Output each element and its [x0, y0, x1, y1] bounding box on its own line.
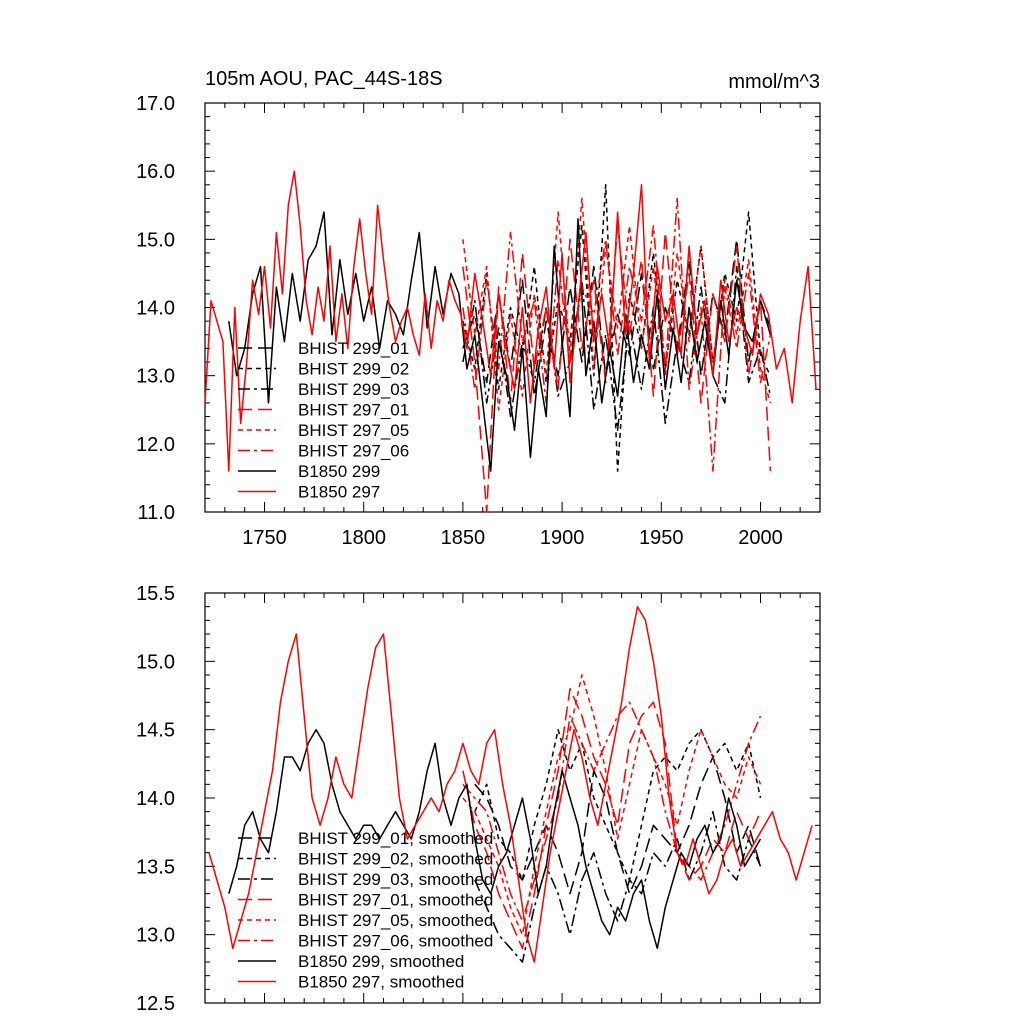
- y-tick-label: 14.5: [136, 720, 175, 742]
- series-line: [462, 224, 772, 513]
- y-tick-label: 12.0: [136, 434, 175, 456]
- y-tick-label: 14.0: [136, 298, 175, 320]
- series-line: [474, 810, 762, 963]
- series-line: [462, 197, 772, 472]
- series-line: [204, 170, 817, 472]
- y-tick-label: 14.0: [136, 788, 175, 810]
- x-tick-label: 1900: [540, 527, 585, 549]
- series-line: [462, 687, 762, 950]
- top-chart-series: [204, 170, 817, 513]
- top-chart-axes: 1750 1800 1850 1900 1950 2000 11.0 12.0 13.0 14.0…: [136, 93, 821, 549]
- series-line: [208, 605, 813, 963]
- y-tick-label: 17.0: [136, 93, 175, 115]
- y-tick-label: 11.0: [138, 502, 175, 524]
- legend-label: BHIST 299_02: [298, 360, 409, 379]
- legend-label: B1850 297, smoothed: [298, 973, 464, 992]
- legend-label: BHIST 299_02, smoothed: [298, 850, 493, 869]
- series-line: [462, 238, 772, 397]
- legend-label: B1850 299, smoothed: [298, 952, 464, 971]
- legend-label: BHIST 297_06: [298, 442, 409, 461]
- y-tick-label: 15.5: [136, 583, 175, 605]
- bottom-chart-panel: 12.5 13.0 13.5 14.0 14.5 15.0 15.5 BHIST 299_0…: [136, 583, 821, 1015]
- series-line: [228, 728, 762, 950]
- y-tick-label: 16.0: [136, 161, 175, 183]
- series-line: [474, 728, 762, 881]
- y-tick-label: 13.0: [136, 925, 175, 947]
- bottom-chart-axes: 12.5 13.0 13.5 14.0 14.5 15.0 15.5: [136, 583, 821, 1015]
- bottom-chart-legend: BHIST 299_01, smoothed BHIST 299_02, smoo…: [238, 829, 493, 992]
- legend-label: BHIST 297_01, smoothed: [298, 891, 493, 910]
- top-chart-panel: 105m AOU, PAC_44S-18S mmol/m^3 1750 1800 1…: [136, 68, 821, 549]
- series-line: [462, 674, 762, 936]
- legend-label: B1850 297: [298, 483, 380, 502]
- legend-label: BHIST 297_05: [298, 421, 409, 440]
- chart-title: 105m AOU, PAC_44S-18S: [205, 68, 443, 90]
- series-line: [462, 265, 772, 431]
- y-tick-label: 15.0: [136, 229, 175, 251]
- x-tick-label: 1850: [441, 527, 486, 549]
- legend-label: BHIST 299_01, smoothed: [298, 829, 493, 848]
- series-line: [228, 211, 772, 472]
- legend-label: BHIST 299_03, smoothed: [298, 870, 493, 889]
- legend-label: BHIST 299_01: [298, 339, 409, 358]
- legend-label: BHIST 297_05, smoothed: [298, 911, 493, 930]
- x-tick-label: 1800: [341, 527, 386, 549]
- legend-label: BHIST 299_03: [298, 380, 409, 399]
- units-label: mmol/m^3: [728, 71, 820, 93]
- bottom-chart-series: [208, 605, 813, 963]
- y-tick-label: 13.5: [136, 856, 175, 878]
- y-tick-label: 12.5: [136, 993, 175, 1015]
- legend-label: BHIST 297_06, smoothed: [298, 932, 493, 951]
- legend-label: BHIST 297_01: [298, 401, 409, 420]
- x-tick-label: 1950: [639, 527, 684, 549]
- y-tick-label: 13.0: [136, 366, 175, 388]
- x-tick-label: 1750: [242, 527, 287, 549]
- series-line: [462, 701, 762, 922]
- x-tick-label: 2000: [738, 527, 783, 549]
- y-tick-label: 15.0: [136, 651, 175, 673]
- legend-label: B1850 299: [298, 462, 380, 481]
